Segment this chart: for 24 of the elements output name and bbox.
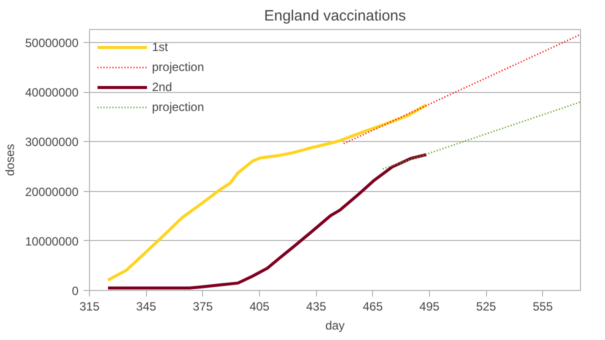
legend-label: 2nd (152, 80, 172, 94)
x-tick-label: 495 (419, 300, 440, 314)
x-tick-label: 315 (79, 300, 100, 314)
x-tick-label: 405 (249, 300, 270, 314)
x-tick-label: 435 (306, 300, 326, 314)
chart-title: England vaccinations (264, 8, 406, 24)
x-tick-label: 465 (362, 300, 384, 314)
x-axis-title: day (325, 318, 345, 332)
y-tick-label: 40000000 (25, 86, 79, 100)
legend-label: projection (152, 60, 204, 74)
y-tick-label: 0 (72, 284, 79, 298)
y-axis-title: doses (3, 144, 18, 176)
y-tick-label: 30000000 (25, 135, 79, 150)
line-series (106, 103, 428, 282)
x-tick-label: 375 (192, 300, 214, 314)
legend-label: 1st (152, 40, 170, 54)
x-tick-label: 525 (476, 300, 496, 314)
y-tick-label: 10000000 (25, 234, 79, 248)
x-tick-label: 345 (136, 300, 156, 314)
y-tick-label: 50000000 (25, 36, 79, 50)
legend-label: projection (152, 100, 204, 114)
y-tick-label: 20000000 (25, 184, 79, 199)
line-series (106, 153, 428, 290)
x-tick-label: 555 (532, 300, 554, 314)
